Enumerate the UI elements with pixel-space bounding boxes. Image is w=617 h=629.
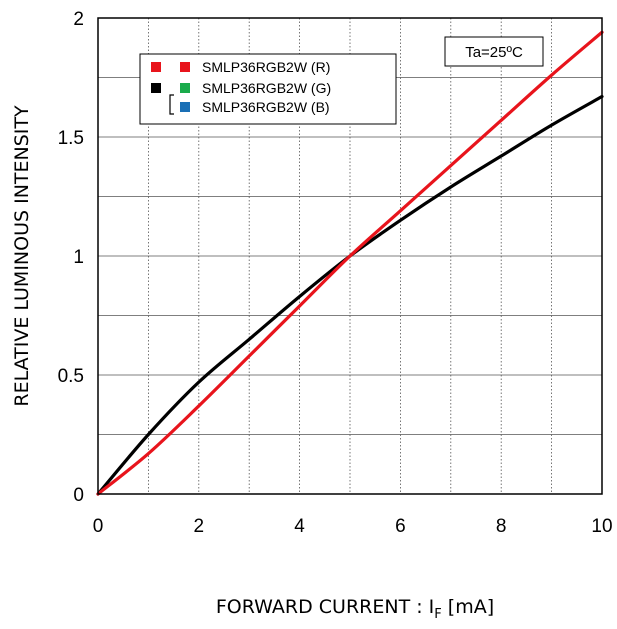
y-tick-label: 2: [73, 9, 84, 30]
legend-label: SMLP36RGB2W (G): [202, 80, 331, 96]
legend-marker: [151, 62, 161, 72]
y-tick-label: 0: [73, 485, 84, 506]
x-axis-label-subscript: F: [434, 607, 441, 622]
x-axis-label-unit: [mA]: [442, 596, 494, 618]
y-tick-label: 1.5: [58, 128, 84, 149]
legend-marker: [180, 62, 190, 72]
series-line-1: [96, 30, 604, 496]
annotation-box: Ta=25ºC: [444, 36, 544, 67]
y-tick-label: 1: [73, 247, 84, 268]
x-tick-labels: 0 2 4 6 8 10: [93, 516, 613, 537]
legend-label: SMLP36RGB2W (B): [202, 99, 330, 115]
x-tick-label: 2: [194, 516, 205, 537]
legend-bracket: [169, 94, 174, 115]
series-group: [96, 30, 604, 496]
legend-marker: [180, 83, 190, 93]
x-tick-label: 8: [496, 516, 507, 537]
x-tick-label: 4: [294, 516, 305, 537]
x-axis-label: FORWARD CURRENT : IF [mA]: [216, 596, 494, 622]
plot-frame: [97, 17, 603, 495]
y-tick-labels: 0 0.5 1 1.5 2: [58, 9, 84, 506]
legend-label: SMLP36RGB2W (R): [202, 59, 330, 75]
legend-marker: [151, 83, 161, 93]
y-tick-label: 0.5: [58, 366, 84, 387]
y-axis-label: RELATIVE LUMINOUS INTENSITY: [11, 105, 33, 407]
x-axis-label-main: FORWARD CURRENT : I: [216, 596, 434, 618]
x-tick-label: 6: [395, 516, 406, 537]
x-tick-label: 0: [93, 516, 104, 537]
annotation-text: Ta=25ºC: [465, 44, 523, 61]
legend: SMLP36RGB2W (R) SMLP36RGB2W (G) SMLP36RGB2…: [139, 53, 397, 125]
legend-marker: [180, 102, 190, 112]
x-tick-label: 10: [591, 516, 612, 537]
